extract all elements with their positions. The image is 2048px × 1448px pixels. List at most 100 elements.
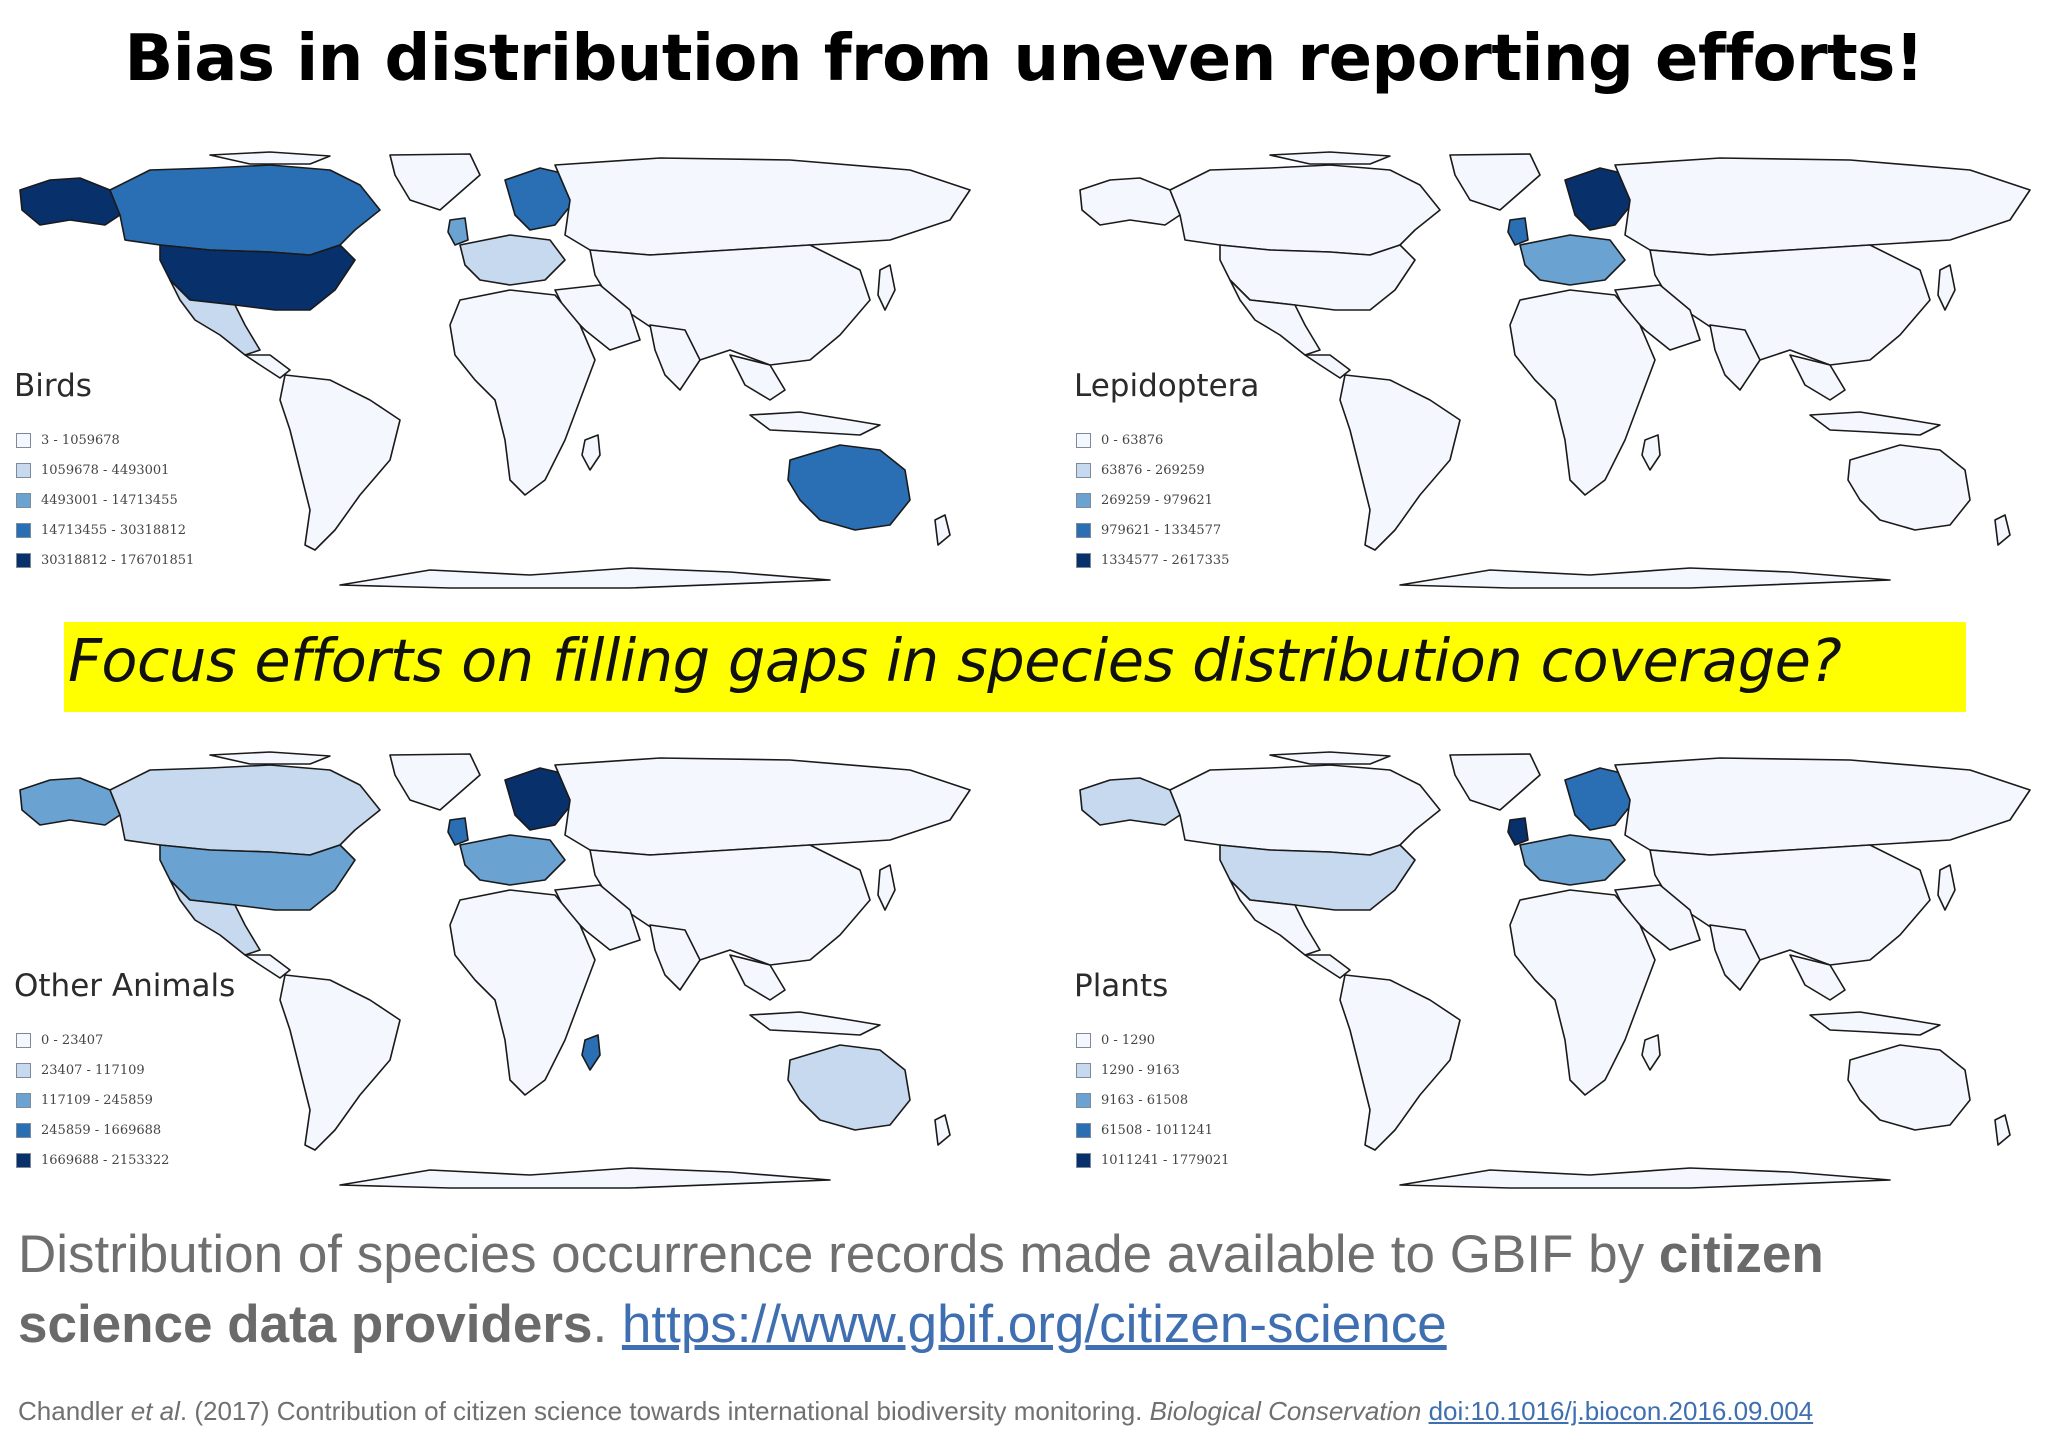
legend-swatch [16, 1092, 31, 1108]
region-india [649, 324, 701, 391]
region-mexico [1229, 279, 1321, 356]
region-canada [1169, 164, 1441, 256]
legend-range: 4493001 - 14713455 [41, 492, 178, 508]
region-africa [1509, 889, 1656, 1096]
map-title: Plants [1074, 968, 1169, 1004]
region-southam [1339, 374, 1461, 551]
region-scandinavia [504, 167, 576, 231]
legend-item: 1059678 - 4493001 [16, 455, 194, 485]
region-asia [589, 244, 871, 366]
region-uk [447, 817, 469, 846]
region-southam [1339, 974, 1461, 1151]
region-southam [279, 374, 401, 551]
legend-item: 9163 - 61508 [1076, 1085, 1229, 1115]
region-greenland [1449, 153, 1541, 211]
region-asia [1649, 844, 1931, 966]
region-greenland [1449, 753, 1541, 811]
map-title: Lepidoptera [1074, 368, 1260, 404]
legend-item: 0 - 63876 [1076, 425, 1229, 455]
legend-range: 63876 - 269259 [1101, 462, 1205, 478]
region-japan [1937, 864, 1956, 911]
world-map [1079, 151, 2031, 589]
legend-range: 0 - 63876 [1101, 432, 1164, 448]
caption-text: Distribution of species occurrence recor… [18, 1225, 1659, 1284]
map-title: Other Animals [14, 968, 236, 1004]
legend-range: 0 - 1290 [1101, 1032, 1156, 1048]
region-indonesia [749, 411, 881, 436]
legend-item: 23407 - 117109 [16, 1055, 169, 1085]
legend-item: 0 - 23407 [16, 1025, 169, 1055]
question-text: Focus efforts on filling gaps in species… [68, 626, 1842, 695]
legend-swatch [1076, 492, 1091, 508]
legend-item: 117109 - 245859 [16, 1085, 169, 1115]
citation-authors: Chandler [18, 1396, 131, 1426]
legend-range: 3 - 1059678 [41, 432, 120, 448]
region-arctic [1269, 751, 1391, 765]
region-arctic [209, 151, 331, 165]
region-antarctica [339, 1167, 831, 1189]
legend-swatch [16, 432, 31, 448]
caption-bold: citizen science data providers [18, 1225, 1824, 1354]
legend-swatch [1076, 432, 1091, 448]
region-southam [279, 974, 401, 1151]
legend-swatch [16, 492, 31, 508]
legend-range: 1669688 - 2153322 [41, 1152, 170, 1168]
region-nz [1994, 1114, 2011, 1146]
legend-item: 0 - 1290 [1076, 1025, 1229, 1055]
gbif-link[interactable]: https://www.gbif.org/citizen-science [621, 1295, 1447, 1354]
region-europe [459, 234, 566, 286]
legend-item: 1290 - 9163 [1076, 1055, 1229, 1085]
doi-link[interactable]: doi:10.1016/j.biocon.2016.09.004 [1428, 1396, 1814, 1426]
legend-swatch [16, 1152, 31, 1168]
region-australia [787, 1044, 911, 1131]
region-indonesia [1809, 411, 1941, 436]
region-japan [1937, 264, 1956, 311]
map-other-animals: Other Animals 0 - 23407 23407 - 117109 1171… [10, 750, 980, 1190]
slide-title: Bias in distribution from uneven reporti… [124, 22, 1924, 96]
region-australia [787, 444, 911, 531]
legend-swatch [1076, 1032, 1091, 1048]
legend-swatch [16, 1032, 31, 1048]
region-indonesia [749, 1011, 881, 1036]
region-seasia [1789, 354, 1846, 401]
region-nz [934, 1114, 951, 1146]
region-mexico [1229, 879, 1321, 956]
legend-swatch [16, 552, 31, 568]
legend-swatch [16, 522, 31, 538]
region-japan [877, 264, 896, 311]
legend-range: 14713455 - 30318812 [41, 522, 186, 538]
region-canada [1169, 764, 1441, 856]
map-legend: 0 - 23407 23407 - 117109 117109 - 245859 24… [16, 1025, 169, 1175]
legend-range: 1059678 - 4493001 [41, 462, 170, 478]
legend-swatch [1076, 1122, 1091, 1138]
caption: Distribution of species occurrence recor… [18, 1220, 2028, 1360]
region-madagascar [581, 1034, 601, 1071]
region-central [1304, 954, 1351, 979]
legend-swatch [16, 462, 31, 478]
region-africa [1509, 289, 1656, 496]
region-greenland [389, 153, 481, 211]
region-uk [1507, 217, 1529, 246]
legend-range: 1011241 - 1779021 [1101, 1152, 1230, 1168]
map-legend: 0 - 63876 63876 - 269259 269259 - 979621 97… [1076, 425, 1229, 575]
region-seasia [1789, 954, 1846, 1001]
region-indonesia [1809, 1011, 1941, 1036]
legend-item: 14713455 - 30318812 [16, 515, 194, 545]
map-legend: 3 - 1059678 1059678 - 4493001 4493001 - 14… [16, 425, 194, 575]
region-australia [1847, 444, 1971, 531]
region-india [649, 924, 701, 991]
legend-swatch [1076, 552, 1091, 568]
region-central [1304, 354, 1351, 379]
map-lepidoptera: Lepidoptera 0 - 63876 63876 - 269259 269259… [1070, 150, 2040, 590]
region-madagascar [1641, 434, 1661, 471]
region-madagascar [1641, 1034, 1661, 1071]
region-africa [449, 889, 596, 1096]
legend-swatch [1076, 1062, 1091, 1078]
legend-swatch [16, 1062, 31, 1078]
region-africa [449, 289, 596, 496]
legend-range: 1334577 - 2617335 [1101, 552, 1230, 568]
citation-journal: Biological Conservation [1149, 1396, 1422, 1426]
region-arctic [209, 751, 331, 765]
legend-range: 0 - 23407 [41, 1032, 104, 1048]
region-russia [554, 757, 971, 856]
